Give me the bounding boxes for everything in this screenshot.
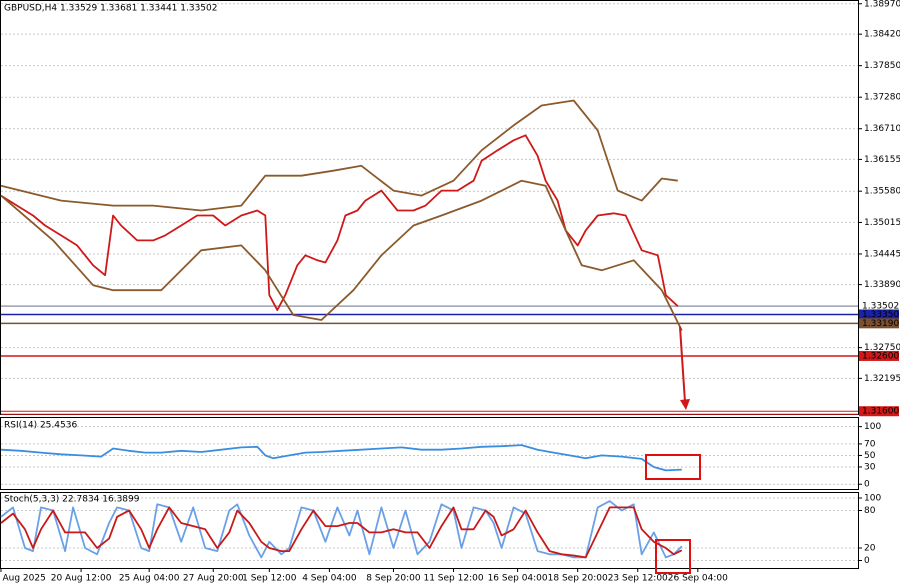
level-label: 1.31600 <box>862 407 899 417</box>
highlight-box <box>645 454 701 480</box>
arrow <box>679 326 686 403</box>
y-tick-label: 1.35580 <box>864 187 900 197</box>
y-tick-label: 80 <box>864 506 876 516</box>
y-tick-label: 1.37280 <box>864 93 900 103</box>
x-tick-label: 4 Sep 04:00 <box>302 574 357 584</box>
level-label-box <box>859 301 899 312</box>
y-tick-label: 1.32750 <box>864 343 900 353</box>
y-tick-label: 1.32195 <box>864 374 900 384</box>
x-tick-label: 27 Aug 20:00 <box>183 574 244 584</box>
level-label: 1.33350 <box>862 310 899 320</box>
y-tick-label: 1.38970 <box>864 0 900 9</box>
x-tick-label: 8 Sep 20:00 <box>366 574 421 584</box>
level-label-box <box>859 318 899 329</box>
x-tick-label: 15 Aug 2025 <box>0 574 46 584</box>
level-label-box <box>859 350 899 361</box>
chart-title: GBPUSD,H4 1.33529 1.33681 1.33441 1.3350… <box>4 4 217 14</box>
x-tick-label: 16 Sep 04:00 <box>488 574 548 584</box>
x-tick-label: 23 Sep 12:00 <box>608 574 668 584</box>
level-label-box <box>859 309 899 320</box>
y-tick-label: 1.36710 <box>864 124 900 134</box>
series-line <box>0 500 683 559</box>
level-label-box <box>859 406 899 417</box>
y-tick-label: 100 <box>864 494 881 504</box>
y-tick-label: 1.35015 <box>864 218 900 228</box>
rsi-title: RSI(14) 25.4536 <box>4 421 77 431</box>
x-tick-label: 20 Aug 12:00 <box>51 574 112 584</box>
price-frame <box>0 0 859 415</box>
y-tick-label: 70 <box>864 439 876 449</box>
arrow-head <box>680 399 690 410</box>
y-tick-label: 1.34445 <box>864 249 900 259</box>
y-tick-label: 0 <box>864 556 870 566</box>
y-tick-label: 1.38420 <box>864 30 900 40</box>
y-tick-label: 1.37850 <box>864 61 900 71</box>
x-tick-label: 11 Sep 12:00 <box>423 574 483 584</box>
series-line <box>0 179 683 331</box>
stoch-title: Stoch(5,3,3) 22.7834 16.3899 <box>4 495 140 505</box>
series-line <box>0 506 683 559</box>
highlight-box <box>655 539 691 574</box>
level-label: 1.32600 <box>862 351 899 361</box>
y-tick-label: 0 <box>864 480 870 490</box>
y-tick-label: 20 <box>864 544 876 554</box>
x-tick-label: 25 Aug 04:00 <box>119 574 180 584</box>
level-label: 1.33190 <box>862 319 899 329</box>
series-line <box>0 99 678 212</box>
series-line <box>0 444 682 472</box>
x-tick-label: 18 Sep 20:00 <box>548 574 608 584</box>
stoch-frame <box>0 492 859 569</box>
y-tick-label: 1.33890 <box>864 280 900 290</box>
y-tick-label: 100 <box>864 422 881 432</box>
rsi-frame <box>0 417 859 490</box>
y-tick-label: 30 <box>864 462 876 472</box>
y-tick-label: 1.36155 <box>864 155 900 165</box>
y-tick-label: 50 <box>864 451 876 461</box>
x-tick-label: 1 Sep 12:00 <box>242 574 297 584</box>
level-label: 1.33502 <box>862 302 899 312</box>
x-tick-label: 26 Sep 04:00 <box>668 574 728 584</box>
